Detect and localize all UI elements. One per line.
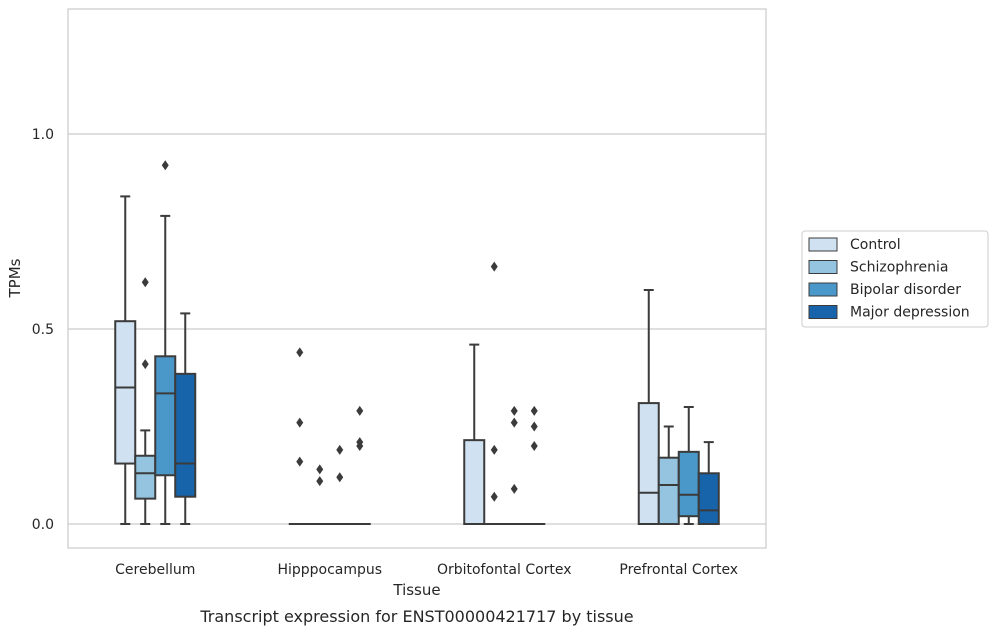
legend-swatch [809,306,837,319]
x-tick-label: Prefrontal Cortex [619,562,738,578]
legend: Control Schizophrenia Bipolar disorder Majo… [802,231,988,327]
y-tick-label: 0.0 [32,517,54,533]
legend-swatch [809,238,837,251]
x-axis-label: Tissue [392,581,440,599]
box-rect [699,473,719,524]
box-rect [115,321,135,463]
x-tick-label: Hipppocampus [277,562,382,578]
y-tick-label: 0.5 [32,322,54,338]
legend-label: Control [850,237,901,253]
box-rect [155,356,175,475]
legend-swatch [809,283,837,296]
box-rect [135,456,155,499]
x-tick-label: Orbitofontal Cortex [437,562,572,578]
box-rect [639,403,659,524]
box-rect [175,374,195,497]
chart-caption: Transcript expression for ENST0000042171… [199,607,633,626]
legend-label: Schizophrenia [850,260,948,276]
legend-swatch [809,261,837,274]
legend-label: Bipolar disorder [850,282,961,298]
box-rect [464,440,484,524]
legend-label: Major depression [850,305,970,321]
box-rect [659,458,679,524]
x-tick-label: Cerebellum [115,562,195,578]
box-rect [679,452,699,516]
y-tick-label: 1.0 [32,127,54,143]
y-axis-label: TPMs [6,258,24,298]
